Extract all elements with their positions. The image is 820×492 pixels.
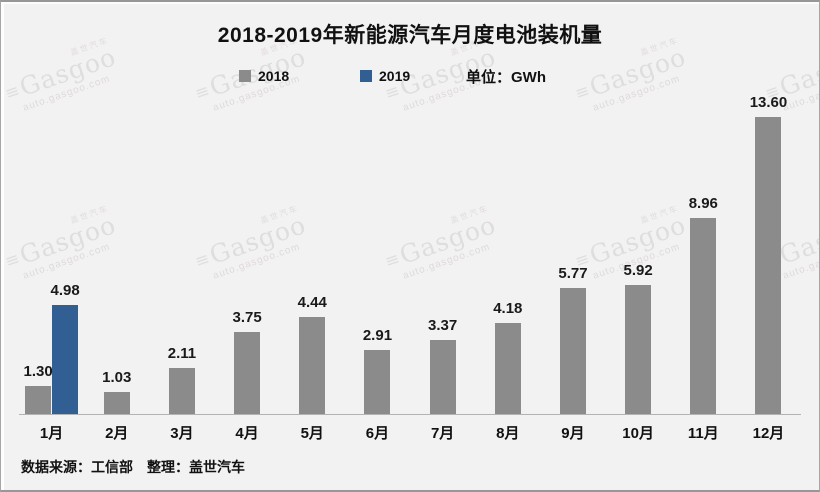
bar-value-label: 5.92 <box>623 261 653 279</box>
editor-label: 整理：盖世汽车 <box>147 459 245 475</box>
legend: 单位：GWh 2018 2019 <box>1 66 819 86</box>
bar-unit-2018-1月: 1.30 <box>23 362 53 414</box>
bar-unit-2018-10月: 5.92 <box>623 261 653 414</box>
legend-label: 2018 <box>258 68 290 84</box>
bar-unit-2018-4月: 3.75 <box>232 309 262 414</box>
x-axis-label-1月: 1月 <box>39 424 64 442</box>
bar-unit-2018-9月: 5.77 <box>558 265 588 414</box>
bar-2019-1月 <box>52 305 79 414</box>
bar-group: 1.03 <box>102 368 132 414</box>
chart-column-10月: 5.92 <box>606 99 671 414</box>
bar-value-label: 5.77 <box>558 265 588 282</box>
bar-value-label: 13.60 <box>749 94 788 111</box>
bar-value-label: 3.37 <box>428 317 458 335</box>
data-source-label: 数据来源：工信部 <box>21 459 133 475</box>
bar-value-label: 2.11 <box>167 344 197 362</box>
bar-value-label: 8.96 <box>688 195 718 213</box>
bar-2018-10月 <box>625 284 652 414</box>
bar-group: 4.18 <box>493 299 523 414</box>
bar-value-label: 4.18 <box>493 299 523 317</box>
bar-group: 4.44 <box>297 294 327 414</box>
bar-2018-2月 <box>103 391 130 414</box>
x-axis: 1月 2月 3月 4月 5月 6月 7月 8月 9月 10月 11月 12月 <box>19 415 801 449</box>
footer: 数据来源：工信部 整理：盖世汽车 <box>21 457 259 477</box>
unit-label: 单位：GWh <box>466 68 546 86</box>
bar-value-label: 2.91 <box>362 327 393 345</box>
bar-2018-4月 <box>234 332 261 414</box>
bar-group: 5.77 <box>558 265 588 414</box>
bar-chart: 1.30 4.98 1.03 2.11 3.75 4.44 2.91 3.37 4.18 5.77… <box>19 94 801 449</box>
chart-title: 2018-2019年新能源汽车月度电池装机量 <box>217 24 603 47</box>
legend-item-2018: 2018 <box>239 66 289 86</box>
bar-unit-2019-1月: 4.98 <box>50 282 80 414</box>
bar-2018-6月 <box>364 350 391 414</box>
x-axis-label-9月: 9月 <box>561 424 585 442</box>
bar-2018-1月 <box>25 385 52 414</box>
chart-column-2月: 1.03 <box>84 99 149 414</box>
bar-2018-11月 <box>690 218 717 414</box>
chart-column-12月: 13.60 <box>736 94 801 414</box>
legend-label: 2019 <box>379 68 411 84</box>
bar-2018-8月 <box>494 322 521 414</box>
bar-value-label: 3.75 <box>232 309 262 327</box>
x-axis-label-7月: 7月 <box>430 424 455 442</box>
chart-column-5月: 4.44 <box>280 99 345 414</box>
chart-column-7月: 3.37 <box>410 99 475 414</box>
bar-value-label: 1.03 <box>102 368 132 386</box>
bar-2018-9月 <box>559 288 586 414</box>
x-axis-label-8月: 8月 <box>496 424 520 442</box>
bar-group: 8.96 <box>688 195 718 414</box>
chart-column-9月: 5.77 <box>540 99 605 414</box>
bar-group: 5.92 <box>623 261 653 414</box>
x-axis-label-11月: 11月 <box>687 424 719 442</box>
bar-group: 13.60 <box>750 94 787 414</box>
x-axis-label-10月: 10月 <box>622 424 654 442</box>
bar-group: 1.30 4.98 <box>23 282 80 414</box>
bar-2018-3月 <box>168 367 195 414</box>
chart-column-1月: 1.30 4.98 <box>19 99 84 414</box>
x-axis-label-2月: 2月 <box>105 424 129 442</box>
bar-unit-2018-7月: 3.37 <box>428 317 458 414</box>
x-axis-label-6月: 6月 <box>365 424 390 442</box>
x-axis-label-4月: 4月 <box>235 424 259 442</box>
bar-value-label: 4.44 <box>297 294 327 312</box>
x-axis-label-3月: 3月 <box>170 424 194 442</box>
bar-2018-7月 <box>429 340 456 414</box>
bar-value-label: 1.30 <box>23 362 53 380</box>
bar-2018-12月 <box>755 117 782 414</box>
plot-area: 1.30 4.98 1.03 2.11 3.75 4.44 2.91 3.37 4.18 5.77… <box>19 94 801 415</box>
bar-group: 3.75 <box>232 309 262 414</box>
chart-column-11月: 8.96 <box>671 99 736 414</box>
legend-swatch-2019 <box>360 70 372 82</box>
x-axis-label-5月: 5月 <box>300 424 324 442</box>
bar-unit-2018-3月: 2.11 <box>167 344 197 414</box>
x-axis-label-12月: 12月 <box>752 424 785 442</box>
bar-group: 3.37 <box>428 317 458 414</box>
chart-column-3月: 2.11 <box>149 99 214 414</box>
bar-group: 2.11 <box>167 344 197 414</box>
chart-column-4月: 3.75 <box>215 99 280 414</box>
bar-unit-2018-2月: 1.03 <box>102 368 132 414</box>
chart-column-8月: 4.18 <box>475 99 540 414</box>
legend-item-2019: 2019 <box>360 66 410 86</box>
chart-column-6月: 2.91 <box>345 99 410 414</box>
bar-unit-2018-8月: 4.18 <box>493 299 523 414</box>
bar-value-label: 4.98 <box>50 282 80 300</box>
bar-unit-2018-12月: 13.60 <box>750 94 787 414</box>
bar-unit-2018-11月: 8.96 <box>688 195 718 414</box>
legend-swatch-2018 <box>239 70 251 82</box>
bar-unit-2018-5月: 4.44 <box>297 294 327 414</box>
bar-2018-5月 <box>299 317 326 414</box>
bar-unit-2018-6月: 2.91 <box>362 327 393 414</box>
bar-group: 2.91 <box>362 327 393 414</box>
